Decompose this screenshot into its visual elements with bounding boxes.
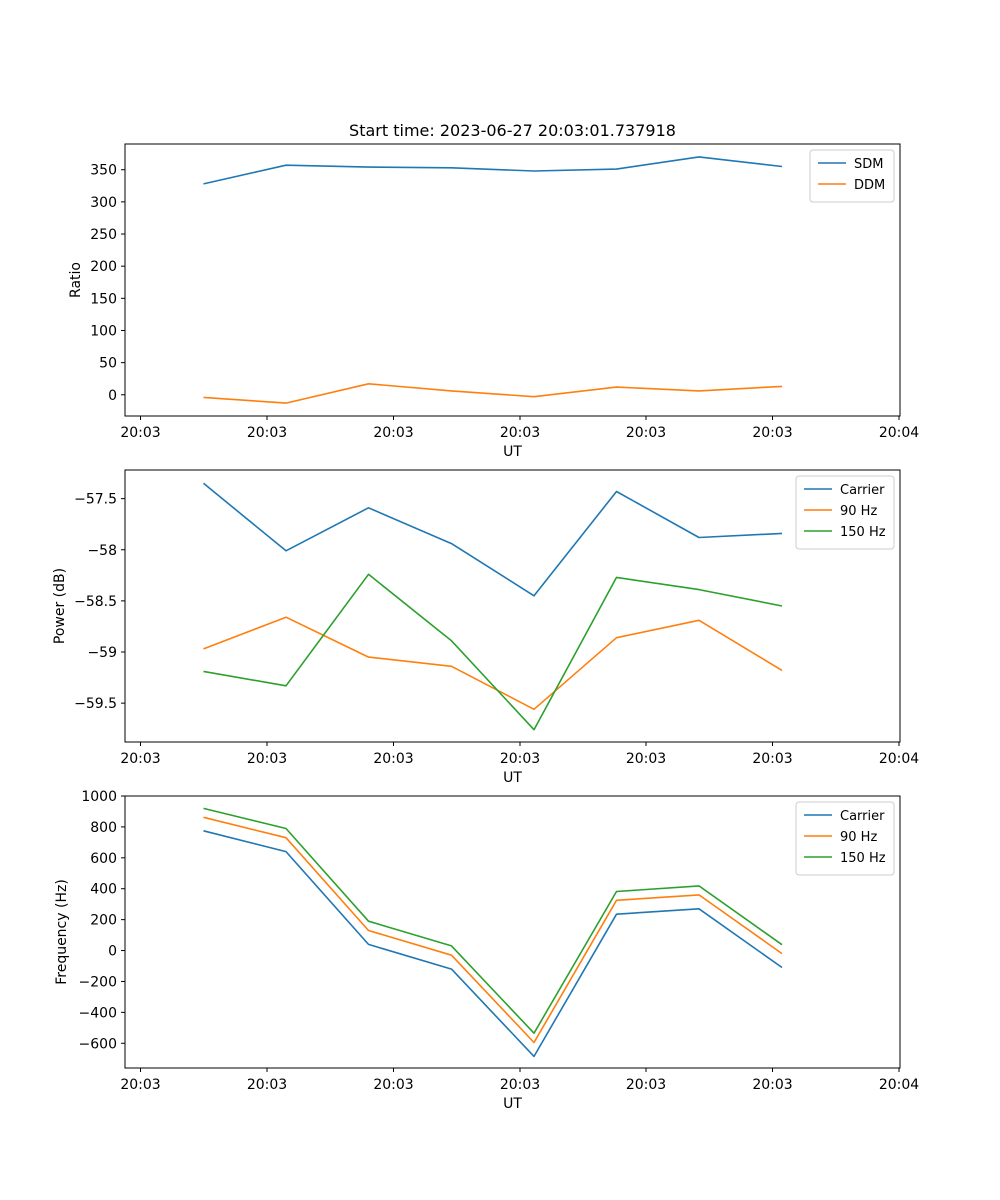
y-tick-label: 0 bbox=[108, 388, 117, 404]
y-tick-label: −600 bbox=[79, 1036, 117, 1052]
series-line-90-hz bbox=[203, 816, 783, 1044]
x-tick-label: 20:03 bbox=[373, 1077, 413, 1093]
x-tick-label: 20:03 bbox=[500, 1077, 540, 1093]
legend: Carrier 90 Hz 150 Hz bbox=[795, 475, 895, 550]
series-line-150-hz bbox=[203, 807, 783, 1034]
y-tick-label: −58.5 bbox=[74, 594, 117, 610]
y-axis-label: Frequency (Hz) bbox=[54, 879, 70, 985]
x-tick-label: 20:04 bbox=[879, 751, 919, 767]
series-line-carrier bbox=[203, 830, 783, 1058]
x-tick-label: 20:03 bbox=[120, 425, 160, 441]
series-line-sdm bbox=[203, 156, 783, 185]
x-tick-label: 20:03 bbox=[752, 751, 792, 767]
y-tick-label: 200 bbox=[90, 913, 117, 929]
y-tick-label: 200 bbox=[90, 259, 117, 275]
y-tick-label: 400 bbox=[90, 882, 117, 898]
x-tick-label: 20:03 bbox=[373, 751, 413, 767]
y-tick-label: 800 bbox=[90, 820, 117, 836]
subplot-frequency: UT Frequency (Hz) 20:03 20:03 20:03 20:03 20… bbox=[54, 789, 919, 1112]
y-axis-label: Ratio bbox=[68, 262, 84, 298]
series-line-90-hz bbox=[203, 616, 783, 711]
x-tick-label: 20:03 bbox=[752, 1077, 792, 1093]
x-tick-label: 20:03 bbox=[752, 425, 792, 441]
y-tick-label: −400 bbox=[79, 1005, 117, 1021]
legend-label: SDM bbox=[854, 157, 883, 172]
x-tick-label: 20:03 bbox=[626, 1077, 666, 1093]
series-line-ddm bbox=[203, 382, 783, 404]
x-tick-label: 20:03 bbox=[247, 425, 287, 441]
legend: Carrier 90 Hz 150 Hz bbox=[795, 801, 895, 876]
y-tick-label: 50 bbox=[99, 356, 117, 372]
y-tick-label: −59.5 bbox=[74, 696, 117, 712]
legend-label: Carrier bbox=[840, 483, 885, 498]
subplot-power: UT Power (dB) 20:03 20:03 20:03 20:03 20:03 2… bbox=[52, 469, 919, 786]
axes-frame bbox=[124, 469, 901, 743]
y-tick-label: 600 bbox=[90, 851, 117, 867]
y-axis-label: Power (dB) bbox=[52, 568, 68, 644]
series-line-carrier bbox=[202, 482, 783, 597]
x-tick-label: 20:03 bbox=[500, 425, 540, 441]
x-tick-label: 20:03 bbox=[120, 751, 160, 767]
y-tick-label: 300 bbox=[90, 195, 117, 211]
x-tick-label: 20:04 bbox=[879, 1077, 919, 1093]
legend-label: Carrier bbox=[840, 809, 885, 824]
y-tick-label: −59 bbox=[87, 645, 117, 661]
y-tick-label: −57.5 bbox=[74, 492, 117, 508]
x-axis-label: UT bbox=[503, 444, 522, 460]
series-line-150-hz bbox=[203, 573, 783, 731]
x-tick-label: 20:04 bbox=[879, 425, 919, 441]
legend-label: 90 Hz bbox=[840, 504, 877, 519]
axes-frame bbox=[124, 795, 901, 1069]
legend-label: 90 Hz bbox=[840, 830, 877, 845]
x-tick-label: 20:03 bbox=[626, 425, 666, 441]
y-tick-label: 150 bbox=[90, 291, 117, 307]
y-tick-label: −58 bbox=[87, 543, 117, 559]
x-tick-label: 20:03 bbox=[373, 425, 413, 441]
subplot-ratio: Start time: 2023-06-27 20:03:01.737918 U… bbox=[68, 121, 919, 460]
y-tick-label: 1000 bbox=[81, 789, 117, 805]
axes-frame bbox=[124, 143, 901, 417]
x-tick-label: 20:03 bbox=[626, 751, 666, 767]
y-tick-label: −200 bbox=[79, 974, 117, 990]
y-tick-label: 250 bbox=[90, 227, 117, 243]
x-tick-label: 20:03 bbox=[247, 1077, 287, 1093]
legend: SDM DDM bbox=[809, 149, 895, 203]
y-tick-label: 100 bbox=[90, 323, 117, 339]
x-tick-label: 20:03 bbox=[247, 751, 287, 767]
x-axis-label: UT bbox=[503, 1096, 522, 1112]
legend-label: 150 Hz bbox=[840, 525, 886, 540]
y-tick-label: 350 bbox=[90, 163, 117, 179]
x-tick-label: 20:03 bbox=[500, 751, 540, 767]
y-tick-label: 0 bbox=[108, 944, 117, 960]
legend-label: 150 Hz bbox=[840, 851, 886, 866]
legend-label: DDM bbox=[854, 178, 885, 193]
chart-title: Start time: 2023-06-27 20:03:01.737918 bbox=[349, 121, 676, 140]
x-axis-label: UT bbox=[503, 770, 522, 786]
x-tick-label: 20:03 bbox=[120, 1077, 160, 1093]
